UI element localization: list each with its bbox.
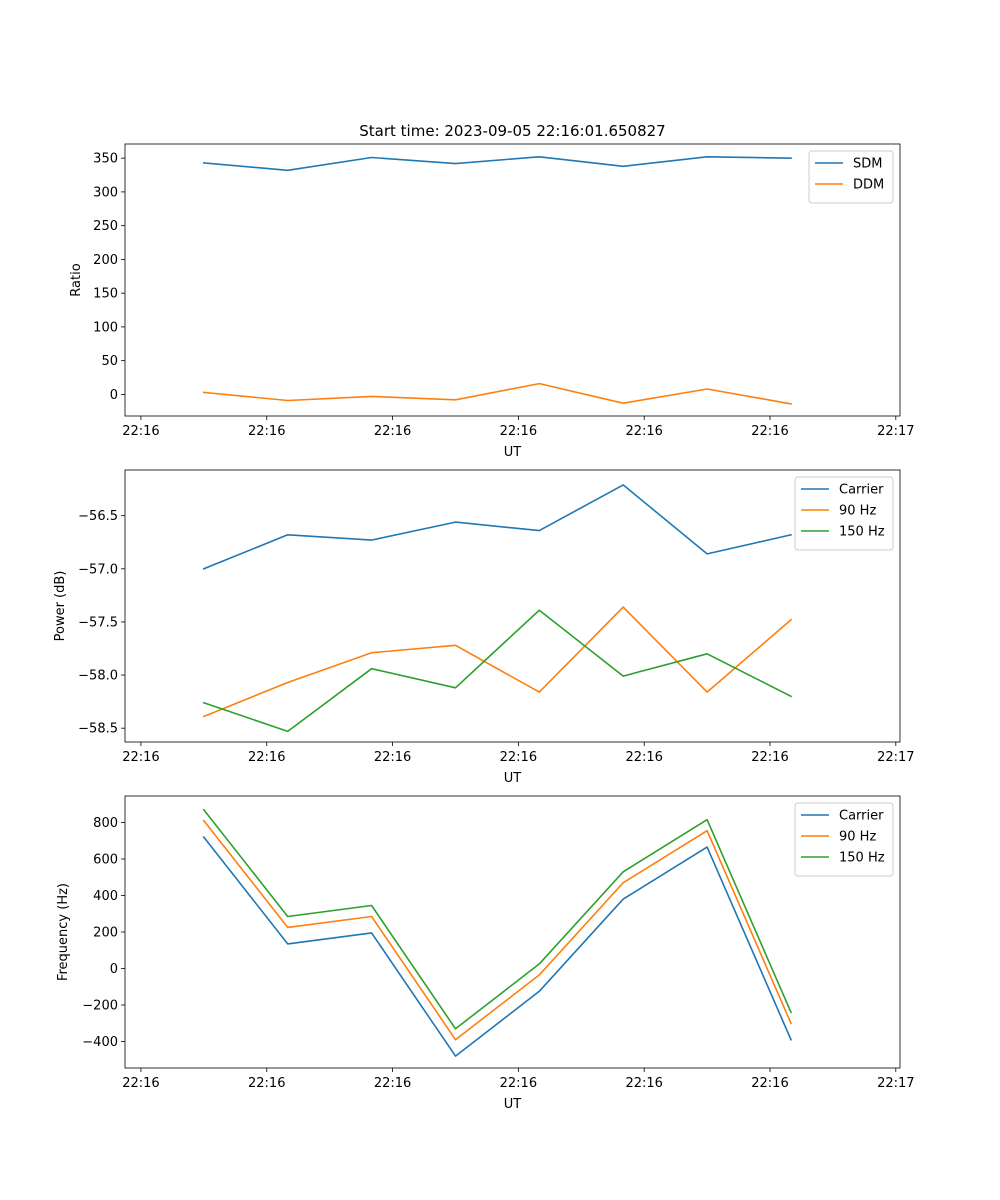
y-tick-label: 100 xyxy=(93,320,118,335)
legend-label: 90 Hz xyxy=(839,504,876,519)
y-tick-label: 50 xyxy=(101,354,118,369)
y-tick-label: −57.0 xyxy=(78,562,118,577)
x-tick-label: 22:16 xyxy=(500,750,537,765)
y-axis-label: Ratio xyxy=(69,263,84,296)
y-tick-label: 350 xyxy=(93,152,118,167)
x-tick-label: 22:16 xyxy=(625,1076,662,1091)
y-tick-label: 250 xyxy=(93,219,118,234)
y-tick-label: 0 xyxy=(110,962,118,977)
x-axis-label: UT xyxy=(504,1097,522,1112)
x-tick-label: 22:16 xyxy=(374,424,411,439)
y-tick-label: 150 xyxy=(93,287,118,302)
legend-label: Carrier xyxy=(839,809,884,824)
series-line-carrier xyxy=(202,484,792,570)
series-line-150-hz xyxy=(202,609,793,733)
legend-label: DDM xyxy=(853,178,884,193)
x-tick-label: 22:16 xyxy=(374,1076,411,1091)
x-tick-label: 22:16 xyxy=(500,424,537,439)
y-tick-label: −56.5 xyxy=(78,509,118,524)
y-tick-label: −58.5 xyxy=(78,722,118,737)
legend-label: Carrier xyxy=(839,483,884,498)
legend-label: 90 Hz xyxy=(839,830,876,845)
x-tick-label: 22:16 xyxy=(500,1076,537,1091)
y-tick-label: 400 xyxy=(93,889,118,904)
y-tick-label: 600 xyxy=(93,852,118,867)
y-tick-label: 200 xyxy=(93,253,118,268)
y-tick-label: −58.0 xyxy=(78,669,118,684)
series-line-sdm xyxy=(202,156,792,172)
x-tick-label: 22:17 xyxy=(877,750,914,765)
axes-frame xyxy=(124,795,901,1069)
frequency-panel: 22:16 22:16 22:16 22:16 22:16 22:16 22:17 −400 −… xyxy=(56,795,915,1112)
y-axis-label: Frequency (Hz) xyxy=(56,883,71,981)
legend-label: 150 Hz xyxy=(839,851,885,866)
legend-box xyxy=(808,150,894,204)
series-line-90-hz xyxy=(202,819,793,1041)
x-tick-label: 22:16 xyxy=(751,1076,788,1091)
legend: Carrier 90 Hz 150 Hz xyxy=(794,476,894,551)
legend: Carrier 90 Hz 150 Hz xyxy=(794,802,894,877)
x-tick-label: 22:16 xyxy=(248,424,285,439)
ratio-panel: 22:16 22:16 22:16 22:16 22:16 22:16 22:17 0 50 10… xyxy=(69,143,915,460)
legend-label: SDM xyxy=(853,157,882,172)
series-line-90-hz xyxy=(202,606,793,718)
x-tick-label: 22:16 xyxy=(625,750,662,765)
y-tick-label: 300 xyxy=(93,185,118,200)
x-tick-label: 22:16 xyxy=(248,1076,285,1091)
series-line-ddm xyxy=(202,382,792,405)
x-tick-label: 22:16 xyxy=(122,1076,159,1091)
axes-frame xyxy=(124,143,901,417)
y-axis-label: Power (dB) xyxy=(53,571,68,642)
x-tick-label: 22:16 xyxy=(751,424,788,439)
axes-frame xyxy=(124,469,901,743)
x-tick-label: 22:17 xyxy=(877,1076,914,1091)
x-axis-label: UT xyxy=(504,445,522,460)
x-tick-label: 22:16 xyxy=(248,750,285,765)
y-tick-label: 0 xyxy=(110,388,118,403)
series-line-carrier xyxy=(202,835,793,1057)
x-axis-label: UT xyxy=(504,771,522,786)
y-tick-label: −400 xyxy=(82,1035,118,1050)
power-panel: 22:16 22:16 22:16 22:16 22:16 22:16 22:17 −58.5… xyxy=(53,469,915,786)
x-tick-label: 22:16 xyxy=(122,424,159,439)
y-tick-label: −200 xyxy=(82,999,118,1014)
x-tick-label: 22:16 xyxy=(751,750,788,765)
x-tick-label: 22:16 xyxy=(374,750,411,765)
y-tick-label: −57.5 xyxy=(78,615,118,630)
y-tick-label: 200 xyxy=(93,926,118,941)
x-tick-label: 22:17 xyxy=(877,424,914,439)
legend-label: 150 Hz xyxy=(839,525,885,540)
x-tick-label: 22:16 xyxy=(122,750,159,765)
x-tick-label: 22:16 xyxy=(625,424,662,439)
y-tick-label: 800 xyxy=(93,816,118,831)
legend: SDM DDM xyxy=(808,150,894,204)
figure-title: Start time: 2023-09-05 22:16:01.650827 xyxy=(359,122,665,140)
series-line-150-hz xyxy=(202,808,793,1030)
